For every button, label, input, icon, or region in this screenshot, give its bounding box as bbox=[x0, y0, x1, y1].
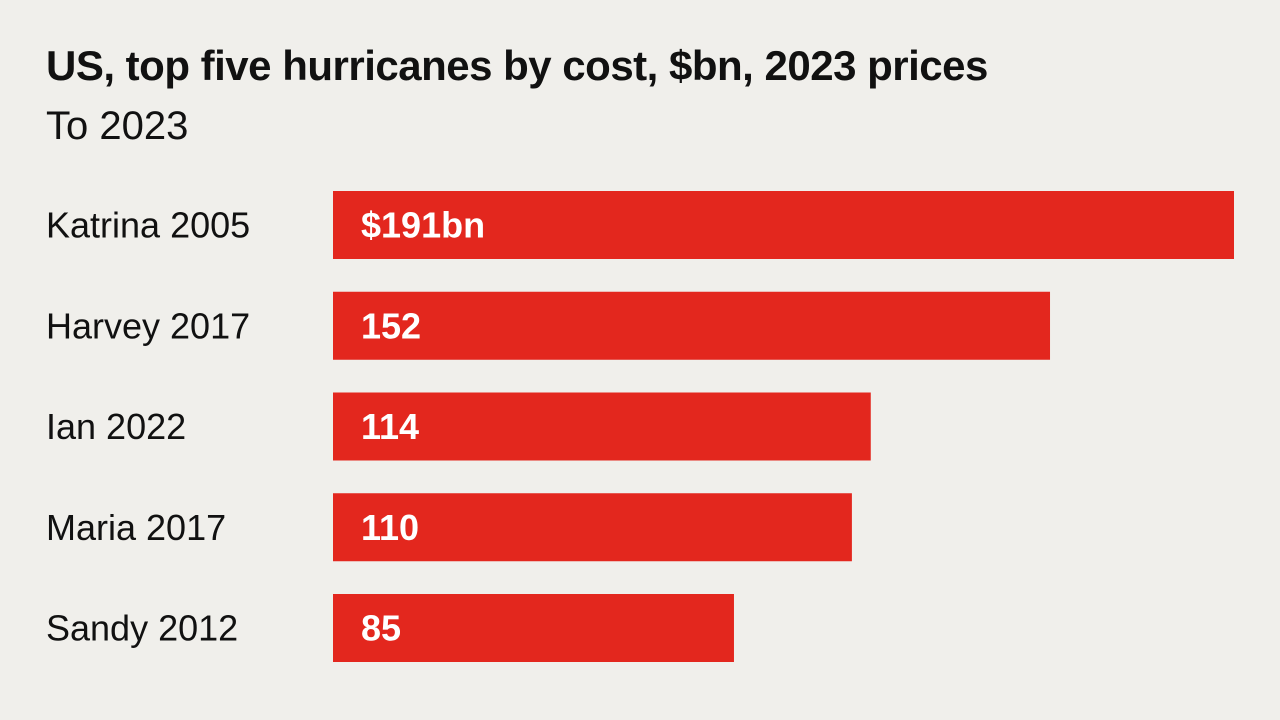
bar-value-label: 152 bbox=[361, 305, 421, 346]
bar-value-label: 85 bbox=[361, 608, 401, 649]
bar bbox=[333, 392, 871, 461]
chart-title: US, top five hurricanes by cost, $bn, 20… bbox=[46, 42, 988, 89]
bar-value-label: $191bn bbox=[361, 205, 485, 246]
category-label: Maria 2017 bbox=[46, 507, 226, 548]
category-label: Harvey 2017 bbox=[46, 305, 250, 346]
bar bbox=[333, 594, 734, 662]
bar bbox=[333, 291, 1051, 360]
category-label: Ian 2022 bbox=[46, 406, 186, 447]
bar-value-label: 110 bbox=[361, 507, 419, 548]
category-label: Sandy 2012 bbox=[46, 608, 238, 649]
bar-value-label: 114 bbox=[361, 406, 419, 447]
category-label: Katrina 2005 bbox=[46, 205, 250, 246]
chart-subtitle: To 2023 bbox=[46, 104, 189, 148]
bar bbox=[333, 191, 1234, 259]
bar bbox=[333, 493, 852, 562]
